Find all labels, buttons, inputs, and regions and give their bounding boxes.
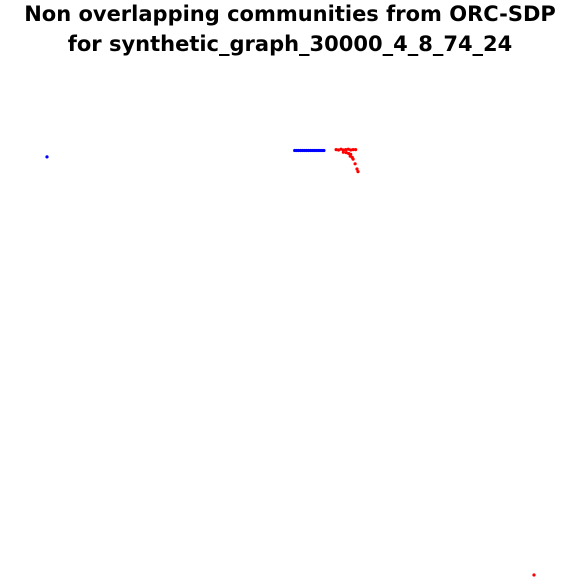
- community-red-point-2: [339, 147, 343, 151]
- community-red-point-8: [354, 148, 358, 152]
- community-red-point-10: [344, 151, 348, 155]
- community-red-point-3: [341, 148, 345, 152]
- plot-area: [45, 147, 536, 577]
- community-blue-point-16: [322, 148, 326, 153]
- community-red-point-9: [341, 150, 345, 154]
- community-red-point-0: [334, 148, 338, 152]
- community-red-point-16: [353, 162, 357, 166]
- community-red-point-18: [356, 170, 360, 174]
- community-red-point-5: [346, 147, 350, 151]
- community-blue-series: [45, 148, 326, 159]
- community-red-point-6: [349, 148, 353, 152]
- community-red-point-19: [532, 573, 536, 577]
- community-red-point-1: [336, 148, 341, 152]
- community-blue-point-0: [45, 155, 49, 159]
- chart-title-line-1: Non overlapping communities from ORC-SDP: [24, 2, 556, 26]
- community-red-series: [334, 147, 536, 577]
- community-red-point-4: [344, 148, 348, 152]
- community-red-point-15: [351, 157, 355, 161]
- community-red-point-7: [351, 148, 355, 152]
- chart-title-line-2: for synthetic_graph_30000_4_8_74_24: [68, 32, 513, 56]
- community-red-point-17: [355, 167, 359, 171]
